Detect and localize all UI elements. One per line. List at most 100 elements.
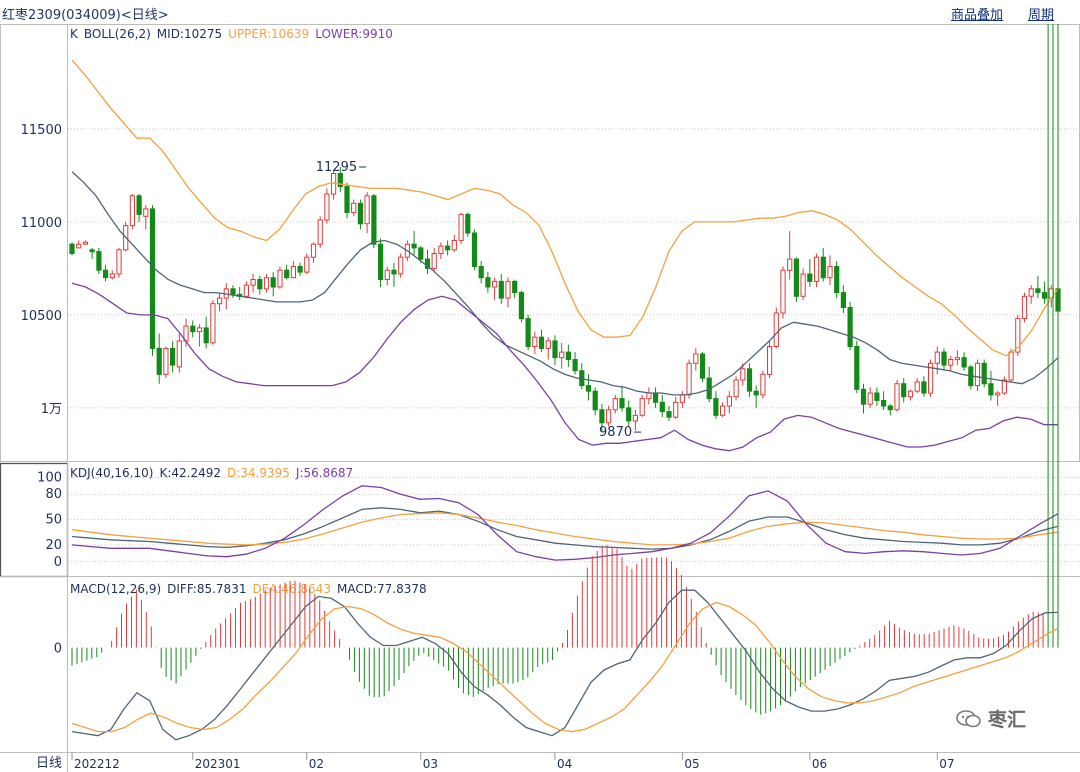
candle-body — [733, 379, 739, 398]
candle-body — [653, 392, 659, 403]
candle-body — [116, 249, 122, 275]
candle-body — [76, 243, 82, 249]
candle-body — [820, 256, 826, 279]
candle-body — [746, 368, 753, 392]
candle-body — [357, 202, 363, 225]
x-axis-tick-label: 06 — [812, 757, 827, 771]
candle-body — [894, 383, 900, 411]
candle-body — [606, 409, 612, 424]
candle-body — [458, 213, 464, 241]
candle-body — [800, 273, 806, 297]
macd-legend: MACD:77.8378 — [337, 582, 427, 596]
candle-body — [867, 392, 873, 405]
price-y-tick-label: 11500 — [21, 123, 62, 138]
candle-body — [485, 277, 491, 288]
boll-legend: K — [70, 27, 79, 41]
candle-body — [129, 195, 136, 227]
kdj-y-tick-label: 20 — [45, 538, 62, 553]
x-axis-label: 日线 — [36, 756, 62, 771]
candle-body — [163, 347, 169, 375]
candle-body — [720, 405, 726, 416]
candle-body — [243, 284, 250, 297]
candle-body — [948, 359, 954, 366]
candle-body — [297, 266, 303, 273]
watermark: 枣汇 — [956, 705, 1026, 732]
candle-body — [344, 186, 350, 213]
x-axis-tick-label: 03 — [423, 757, 438, 771]
candle-body — [257, 279, 263, 290]
wechat-icon — [956, 709, 981, 727]
candle-body — [545, 340, 551, 349]
candle-body — [431, 253, 437, 269]
candle-body — [190, 325, 196, 333]
title-bar: 红枣2309(034009)<日线> 商品叠加 周期 — [0, 0, 1080, 25]
candle-body — [921, 381, 927, 394]
candle-body — [787, 258, 793, 271]
kdj-y-tick-label: 0 — [54, 555, 62, 570]
kdj-k-line — [71, 507, 1059, 550]
price-panel-frame — [0, 24, 1080, 462]
candle-body — [1042, 292, 1048, 299]
candle-body — [693, 353, 699, 364]
x-axis-tick-label: 202301 — [195, 757, 241, 771]
candle-body — [310, 243, 317, 258]
candle-body — [364, 195, 370, 225]
boll-legend: UPPER:10639 — [228, 27, 309, 41]
candle-body — [82, 241, 89, 245]
candle-body — [713, 398, 719, 416]
candle-body — [263, 277, 270, 290]
candle-body — [176, 340, 182, 368]
candle-body — [217, 297, 223, 305]
candle-body — [552, 340, 558, 359]
candle-body — [156, 347, 162, 375]
candle-body — [378, 243, 384, 280]
candle-body — [525, 318, 531, 348]
candle-body — [760, 373, 766, 396]
candle-body — [471, 232, 478, 267]
price-annotation-label: 11295 — [316, 160, 357, 175]
candle-body — [451, 240, 457, 251]
kdj-y-tick-label: 100 — [37, 470, 62, 485]
kdj-legend: D:34.9395 — [227, 466, 290, 480]
price-y-tick-label: 1万 — [41, 402, 62, 417]
candle-body — [814, 256, 820, 282]
candle-body — [699, 353, 706, 379]
candle-body — [143, 208, 149, 217]
candle-body — [512, 280, 518, 294]
kdj-y-tick-label: 50 — [45, 513, 62, 528]
candle-body — [954, 357, 960, 361]
period-button[interactable]: 周期 — [1028, 8, 1055, 23]
candle-body — [834, 266, 840, 293]
price-annotation-label: 9870 — [599, 425, 632, 440]
candle-body — [988, 383, 994, 396]
chart-canvas[interactable]: 11500 11000 10500 1万 K BOLL(26,2) MID:10275 UPP… — [0, 24, 1080, 772]
watermark-text: 枣汇 — [988, 709, 1027, 731]
candle-body — [1021, 295, 1028, 320]
contract-title: 红枣2309(034009)<日线> — [2, 8, 169, 23]
candle-body — [351, 202, 357, 214]
x-axis-tick-label: 202212 — [74, 757, 120, 771]
candle-body — [673, 401, 679, 418]
candle-body — [847, 307, 853, 348]
candle-body — [136, 195, 142, 215]
candle-body — [840, 292, 846, 309]
candle-body — [1028, 288, 1034, 297]
kdj-y-tick-label: 80 — [45, 487, 62, 502]
candle-body — [726, 396, 732, 407]
overlay-commodity-button[interactable]: 商品叠加 — [951, 8, 1004, 23]
candle-body — [109, 273, 115, 279]
candle-body — [887, 405, 893, 411]
candle-body — [1008, 351, 1014, 381]
price-y-tick-label: 11000 — [21, 216, 62, 231]
candle-body — [465, 213, 471, 234]
candle-body — [565, 351, 571, 361]
candle-body — [740, 368, 746, 381]
candle-body — [874, 392, 880, 401]
candle-body — [686, 362, 692, 396]
x-axis-tick-label: 02 — [309, 757, 324, 771]
candle-body — [961, 357, 967, 368]
boll-upper-line — [71, 59, 1059, 357]
candle-body — [324, 193, 330, 221]
candle-body — [599, 409, 605, 424]
